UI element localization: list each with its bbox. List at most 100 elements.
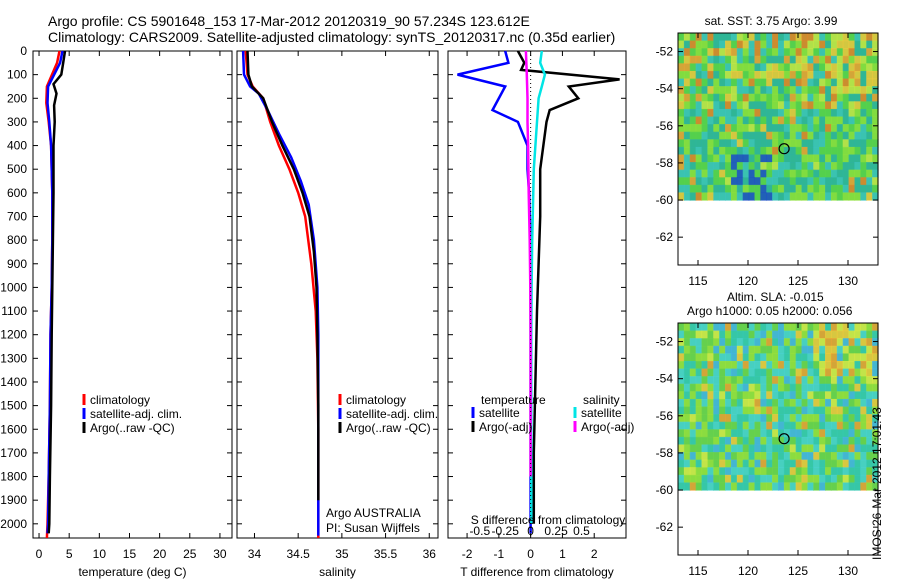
map-cell (695, 353, 703, 362)
map-cell (748, 146, 756, 156)
depth-tick-label: 400 (7, 139, 27, 153)
map-cell (789, 48, 797, 57)
map-cell (707, 93, 714, 102)
map-cell (742, 360, 750, 370)
map-cell (789, 360, 797, 370)
map-cell (701, 78, 709, 87)
map-cell (754, 177, 761, 186)
map-cell (795, 154, 803, 163)
map-cell (772, 192, 779, 201)
map-cell (701, 459, 709, 468)
map-cell (842, 330, 850, 339)
map-cell (695, 482, 703, 491)
map-cell (860, 162, 867, 171)
map-cell (748, 391, 756, 400)
map-cell (801, 383, 809, 392)
map-cell (742, 63, 750, 72)
map-x-tick-label: 125 (788, 274, 808, 288)
map-cell (742, 139, 750, 148)
map-cell (807, 177, 814, 186)
map-cell (748, 162, 756, 171)
map-cell (772, 162, 779, 171)
map-cell (848, 131, 856, 140)
map-cell (754, 192, 761, 201)
map-cell (713, 169, 720, 178)
legend-label: Argo(-adj) (479, 420, 532, 434)
map-cell (695, 444, 703, 453)
map-cell (801, 482, 809, 491)
map-cell (766, 391, 773, 400)
map-cell (754, 360, 761, 370)
map-cell (860, 323, 867, 332)
map-cell (772, 116, 779, 125)
map-cell (760, 86, 767, 95)
map-cell (707, 184, 714, 194)
map-cell (713, 177, 720, 186)
map-cell (742, 406, 750, 415)
map-cell (783, 86, 791, 95)
map-cell (789, 86, 797, 95)
map-cell (830, 162, 838, 171)
map-cell (748, 93, 756, 102)
map-cell (836, 139, 844, 148)
map-cell (801, 101, 809, 110)
map-cell (730, 124, 738, 133)
map-cell (678, 162, 685, 171)
map-cell (778, 70, 785, 80)
map-cell (783, 139, 791, 148)
map-cell (860, 338, 867, 347)
map-cell (819, 436, 826, 446)
map-cell (783, 184, 791, 194)
map-cell (813, 116, 820, 125)
map-cell (772, 93, 779, 102)
map-cell (783, 429, 791, 438)
map-cell (842, 421, 850, 430)
map-cell (778, 169, 785, 178)
map-cell (748, 383, 756, 392)
map-cell (778, 116, 785, 125)
map-cell (789, 55, 797, 64)
map-cell (678, 330, 685, 339)
map-cell (678, 139, 685, 148)
map-cell (830, 124, 838, 133)
map-cell (813, 323, 820, 332)
map-cell (742, 192, 750, 201)
map-y-tick-label: -56 (656, 409, 674, 423)
map-cell (683, 482, 691, 491)
map-cell (742, 184, 750, 194)
map-cell (730, 414, 738, 423)
map-cell (813, 124, 820, 133)
map-cell (801, 353, 809, 362)
map-cell (742, 376, 750, 385)
map-cell (754, 391, 761, 400)
map-cell (866, 383, 873, 392)
map-cell (713, 383, 720, 392)
map-cell (842, 192, 850, 201)
map-cell (813, 452, 820, 461)
map-cell (819, 459, 826, 468)
map-cell (783, 436, 791, 446)
map-cell (719, 131, 726, 140)
map-cell (742, 162, 750, 171)
map-cell (872, 436, 879, 446)
depth-tick-label: 1400 (0, 375, 27, 389)
map-cell (842, 406, 850, 415)
map-cell (713, 146, 720, 156)
map-cell (736, 116, 744, 125)
map-cell (872, 86, 879, 95)
map-cell (795, 436, 803, 446)
map-cell (742, 40, 750, 49)
map-cell (825, 139, 832, 148)
map-cell (801, 429, 809, 438)
map-cell (836, 48, 844, 57)
map-cell (836, 482, 844, 491)
s-tick-label: 0.25 (544, 524, 568, 538)
map-cell (789, 474, 797, 484)
map-cell (860, 184, 867, 194)
map-cell (748, 184, 756, 194)
map-cell (795, 474, 803, 484)
map-cell (807, 86, 814, 95)
map-cell (683, 323, 691, 332)
map-cell (813, 108, 820, 118)
map-cell (830, 376, 838, 385)
